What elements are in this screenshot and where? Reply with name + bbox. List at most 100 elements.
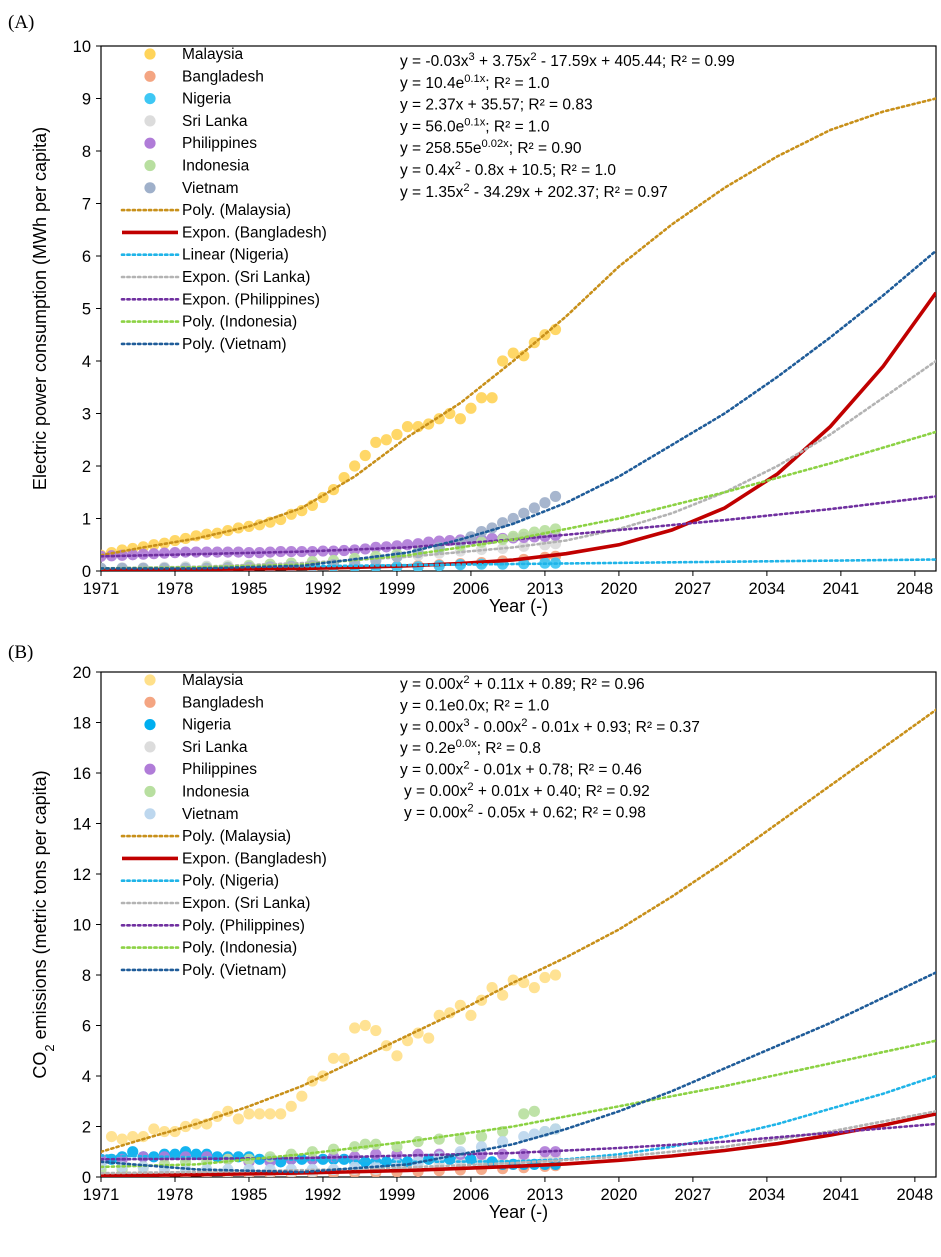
trendline-poly-nigeria bbox=[101, 1074, 936, 1164]
y-tick-label: 14 bbox=[73, 816, 91, 834]
trendline-poly-indonesia bbox=[101, 1039, 936, 1169]
data-point-malaysia bbox=[179, 532, 192, 545]
legend-label: Poly. (Vietnam) bbox=[182, 962, 287, 979]
data-point-malaysia bbox=[127, 1131, 139, 1143]
legend-marker bbox=[144, 115, 156, 127]
y-tick-label: 20 bbox=[73, 664, 91, 682]
trendline-equation: y = 0.00x2 + 0.11x + 0.89; R² = 0.96 bbox=[400, 674, 645, 693]
x-tick-label: 2041 bbox=[823, 1186, 860, 1204]
trendline-equation: y = 258.55e0.02x; R² = 0.90 bbox=[400, 138, 582, 157]
trendline-layer bbox=[101, 708, 936, 1177]
data-point-malaysia bbox=[486, 392, 498, 404]
legend-label: Poly. (Malaysia) bbox=[182, 828, 291, 845]
data-point-malaysia bbox=[148, 1123, 160, 1135]
panel-a: (A) 0 1 2 3 4 5 6 7 8 9 10 1971 1978 1985 1992 1999 2006 2… bbox=[8, 12, 937, 616]
x-tick-label: 2041 bbox=[823, 580, 860, 598]
data-point-philippines bbox=[211, 546, 223, 558]
x-tick-label: 2013 bbox=[527, 1186, 564, 1204]
x-tick-label: 1978 bbox=[157, 580, 194, 598]
x-tick-label: 2048 bbox=[897, 580, 934, 598]
data-point-malaysia bbox=[412, 421, 424, 433]
legend-marker bbox=[144, 741, 156, 753]
x-tick-label: 1999 bbox=[379, 1186, 416, 1204]
data-point-philippines bbox=[222, 546, 234, 558]
y-tick-label: 9 bbox=[82, 91, 91, 109]
data-point-malaysia bbox=[549, 969, 562, 981]
legend-label: Bangladesh bbox=[182, 68, 264, 85]
y-tick-label: 10 bbox=[73, 38, 91, 56]
data-point-malaysia bbox=[116, 1133, 128, 1145]
trendline-equation: y = 0.2e0.0x; R² = 0.8 bbox=[400, 738, 541, 757]
legend-label: Poly. (Malaysia) bbox=[182, 202, 291, 219]
legend-label: Nigeria bbox=[182, 717, 231, 734]
data-point-malaysia bbox=[285, 508, 297, 520]
x-tick-label: 1992 bbox=[305, 1186, 342, 1204]
x-tick-label: 1985 bbox=[231, 1186, 268, 1204]
y-tick-label: 8 bbox=[82, 143, 91, 161]
y-axis-title: Electric power consumption (MWh per capi… bbox=[30, 127, 50, 490]
data-point-malaysia bbox=[465, 402, 477, 414]
legend-marker bbox=[144, 70, 156, 82]
legend-label: Poly. (Indonesia) bbox=[182, 314, 297, 331]
legend-marker bbox=[144, 137, 156, 149]
data-point-philippines bbox=[179, 546, 192, 558]
trendline-equation: y = 0.00x3 - 0.00x2 - 0.01x + 0.93; R² =… bbox=[400, 717, 700, 736]
data-point-malaysia bbox=[370, 436, 382, 448]
data-point-malaysia bbox=[497, 989, 509, 1001]
x-tick-label: 2020 bbox=[601, 580, 638, 598]
legend-label: Expon. (Sri Lanka) bbox=[182, 895, 310, 912]
legend-label: Indonesia bbox=[182, 784, 250, 801]
legend-label: Expon. (Sri Lanka) bbox=[182, 269, 310, 286]
data-point-indonesia bbox=[454, 1133, 466, 1145]
y-tick-label: 5 bbox=[82, 301, 91, 319]
data-point-malaysia bbox=[528, 982, 540, 994]
legend-label: Philippines bbox=[182, 135, 257, 152]
legend-label: Sri Lanka bbox=[182, 113, 248, 130]
data-point-philippines bbox=[190, 546, 202, 558]
data-point-malaysia bbox=[359, 449, 371, 462]
y-tick-label: 7 bbox=[82, 196, 91, 214]
data-point-malaysia bbox=[296, 505, 308, 517]
y-tick-label: 8 bbox=[82, 967, 91, 985]
data-point-nigeria bbox=[127, 1146, 139, 1158]
trendline-equation: y = 10.4e0.1x; R² = 1.0 bbox=[400, 73, 550, 92]
data-point-vietnam bbox=[507, 512, 519, 525]
data-point-indonesia bbox=[475, 1131, 488, 1143]
y-tick-label: 0 bbox=[82, 1169, 91, 1187]
scatter-layer bbox=[101, 969, 562, 1177]
x-tick-label: 2020 bbox=[601, 1186, 638, 1204]
y-tick-label: 12 bbox=[73, 866, 91, 884]
trendline-equation: y = 0.00x2 - 0.01x + 0.78; R² = 0.46 bbox=[400, 760, 642, 779]
data-point-malaysia bbox=[243, 1108, 255, 1120]
trendline-poly-philippines bbox=[101, 1122, 936, 1161]
legend-label: Poly. (Vietnam) bbox=[182, 336, 287, 353]
y-tick-label: 18 bbox=[73, 715, 91, 733]
data-point-malaysia bbox=[359, 1019, 371, 1032]
legend-label: Expon. (Bangladesh) bbox=[182, 850, 327, 867]
legend-label: Philippines bbox=[182, 761, 257, 778]
trendline-equation: y = -0.03x3 + 3.75x2 - 17.59x + 405.44; … bbox=[400, 51, 735, 70]
data-point-malaysia bbox=[275, 1108, 287, 1120]
scatter-layer bbox=[101, 323, 562, 571]
trendline-equation: y = 0.4x2 - 0.8x + 10.5; R² = 1.0 bbox=[400, 160, 616, 179]
x-tick-label: 1992 bbox=[305, 580, 342, 598]
legend-label: Malaysia bbox=[182, 672, 244, 689]
legend-marker bbox=[144, 93, 156, 105]
x-tick-label: 2034 bbox=[749, 1186, 786, 1204]
data-point-malaysia bbox=[158, 1125, 171, 1138]
data-point-philippines bbox=[169, 547, 181, 559]
trendline-equation: y = 2.37x + 35.57; R² = 0.83 bbox=[400, 97, 593, 114]
data-point-philippines bbox=[201, 546, 213, 558]
legend-label: Poly. (Nigeria) bbox=[182, 873, 279, 890]
x-tick-label: 1985 bbox=[231, 580, 268, 598]
trendline-expon-bangladesh bbox=[101, 291, 936, 571]
data-point-vietnam bbox=[518, 507, 530, 519]
y-tick-label: 3 bbox=[82, 406, 91, 424]
y-tick-label: 4 bbox=[82, 1068, 91, 1086]
data-point-malaysia bbox=[232, 1113, 245, 1125]
data-point-malaysia bbox=[338, 1052, 350, 1064]
y-tick-label: 2 bbox=[82, 458, 91, 476]
x-axis-title: Year (-) bbox=[489, 1202, 548, 1222]
data-point-philippines bbox=[370, 1148, 382, 1160]
data-point-indonesia bbox=[518, 1108, 530, 1120]
